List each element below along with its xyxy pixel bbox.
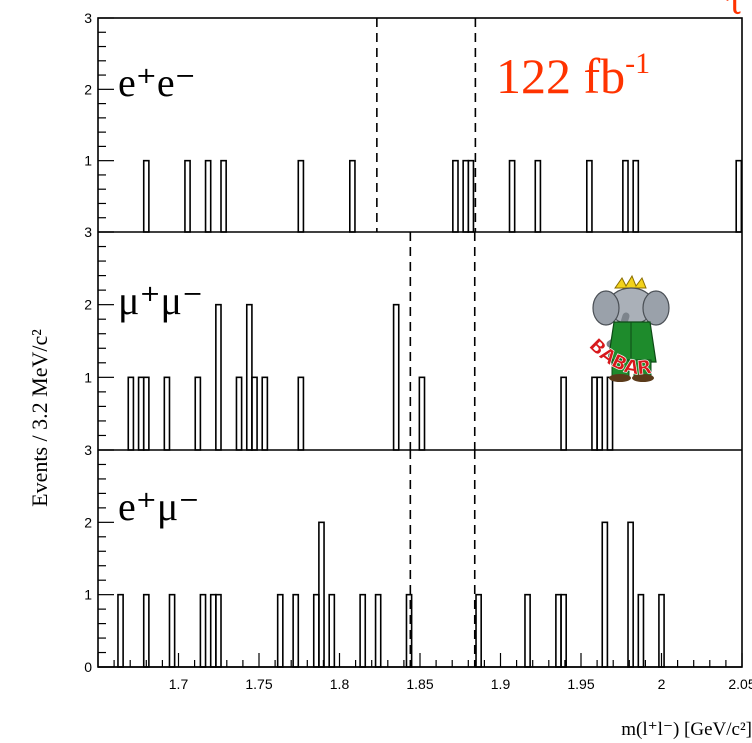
panel-label: μ⁺μ⁻ xyxy=(118,278,203,323)
histogram-bin xyxy=(261,376,269,451)
y-tick-label: 2 xyxy=(84,297,92,313)
histogram-bin xyxy=(601,521,609,668)
top-right-marker: τ xyxy=(725,0,744,23)
histogram-bin xyxy=(251,376,258,451)
histogram-bin xyxy=(560,593,567,668)
histogram-bin xyxy=(524,593,531,668)
luminosity-exponent: -1 xyxy=(625,47,650,80)
histogram-bin xyxy=(374,593,382,668)
histogram-bin xyxy=(297,376,305,451)
histogram-bin xyxy=(184,159,191,233)
panel-e+e-: 1 2 3 e⁺e⁻ xyxy=(84,10,743,233)
histogram-bin xyxy=(163,376,171,451)
x-tick-label: 1.8 xyxy=(330,676,350,692)
histogram-bin xyxy=(418,376,426,451)
histogram-bin xyxy=(359,593,367,668)
panel-mu+mu-: 1 2 3 μ⁺μ⁻ xyxy=(84,224,614,451)
x-tick-label: 2.05 xyxy=(728,676,752,692)
histogram-bin xyxy=(596,376,604,451)
x-tick-label: 1.7 xyxy=(169,676,189,692)
histogram-bin xyxy=(349,159,356,233)
x-tick-label: 1.9 xyxy=(491,676,511,692)
y-tick-label: 1 xyxy=(84,587,92,603)
histogram-bin xyxy=(168,593,176,668)
y-axis-label: Events / 3.2 MeV/c² xyxy=(27,329,52,507)
panel-label: e⁺e⁻ xyxy=(118,60,196,105)
histogram-bin xyxy=(194,376,202,451)
y-tick-label: 3 xyxy=(84,442,92,458)
histogram-bin xyxy=(508,159,516,233)
panel-e+mu-: 1 2 3 0 e⁺μ⁻ xyxy=(84,442,665,675)
panel-label: e⁺μ⁻ xyxy=(118,484,199,529)
histogram-bin xyxy=(117,593,124,668)
histogram-bin xyxy=(585,159,593,233)
y-tick-label: 3 xyxy=(84,10,92,26)
histogram-bin xyxy=(235,376,243,451)
luminosity-label: 122 fb-1 xyxy=(496,47,650,104)
x-tick-label: 2 xyxy=(658,676,666,692)
x-tick-label: 1.75 xyxy=(245,676,272,692)
luminosity-value: 122 fb xyxy=(496,48,625,104)
y-tick-label: 1 xyxy=(84,369,92,385)
histogram-bin xyxy=(199,593,207,668)
y-tick-label: 3 xyxy=(84,224,92,240)
histogram-bin xyxy=(452,159,459,233)
histogram-bin xyxy=(318,521,325,668)
histogram-bin xyxy=(328,593,336,668)
histogram-bin xyxy=(627,521,634,668)
x-axis-label: m(l⁺l⁻) [GeV/c²] xyxy=(621,719,752,740)
histogram-bin xyxy=(142,159,150,233)
y-tick-label: 1 xyxy=(84,153,92,169)
histogram-bin xyxy=(632,159,640,233)
x-tick-label: 1.85 xyxy=(406,676,433,692)
histogram-bin xyxy=(534,159,542,233)
histogram-bin xyxy=(142,376,150,451)
histogram-bin xyxy=(467,159,475,233)
histogram-bin xyxy=(637,593,645,668)
histogram-bin xyxy=(204,159,212,233)
histogram-bin xyxy=(735,159,743,233)
histogram-bin xyxy=(392,303,400,451)
histogram-bin xyxy=(622,159,629,233)
histogram-bin xyxy=(297,159,305,233)
histogram-bin xyxy=(276,593,284,668)
histogram-bin xyxy=(606,376,614,451)
histogram-bin xyxy=(215,593,222,668)
histogram-bin xyxy=(475,593,482,668)
y-tick-label: 2 xyxy=(84,81,92,97)
histogram-bin xyxy=(215,303,222,451)
histogram-bin xyxy=(142,593,150,668)
y-tick-label: 0 xyxy=(84,659,92,675)
x-tick-label: 1.95 xyxy=(567,676,594,692)
x-axis: 1.7 1.75 1.8 1.85 1.9 1.95 2 2.05 xyxy=(97,653,752,692)
histogram-bin xyxy=(220,159,227,233)
histogram-bin xyxy=(292,593,300,668)
histogram-bin xyxy=(127,376,135,451)
babar-logo: BABAR xyxy=(584,274,670,382)
y-tick-label: 2 xyxy=(84,514,92,530)
histogram-bin xyxy=(560,376,567,451)
